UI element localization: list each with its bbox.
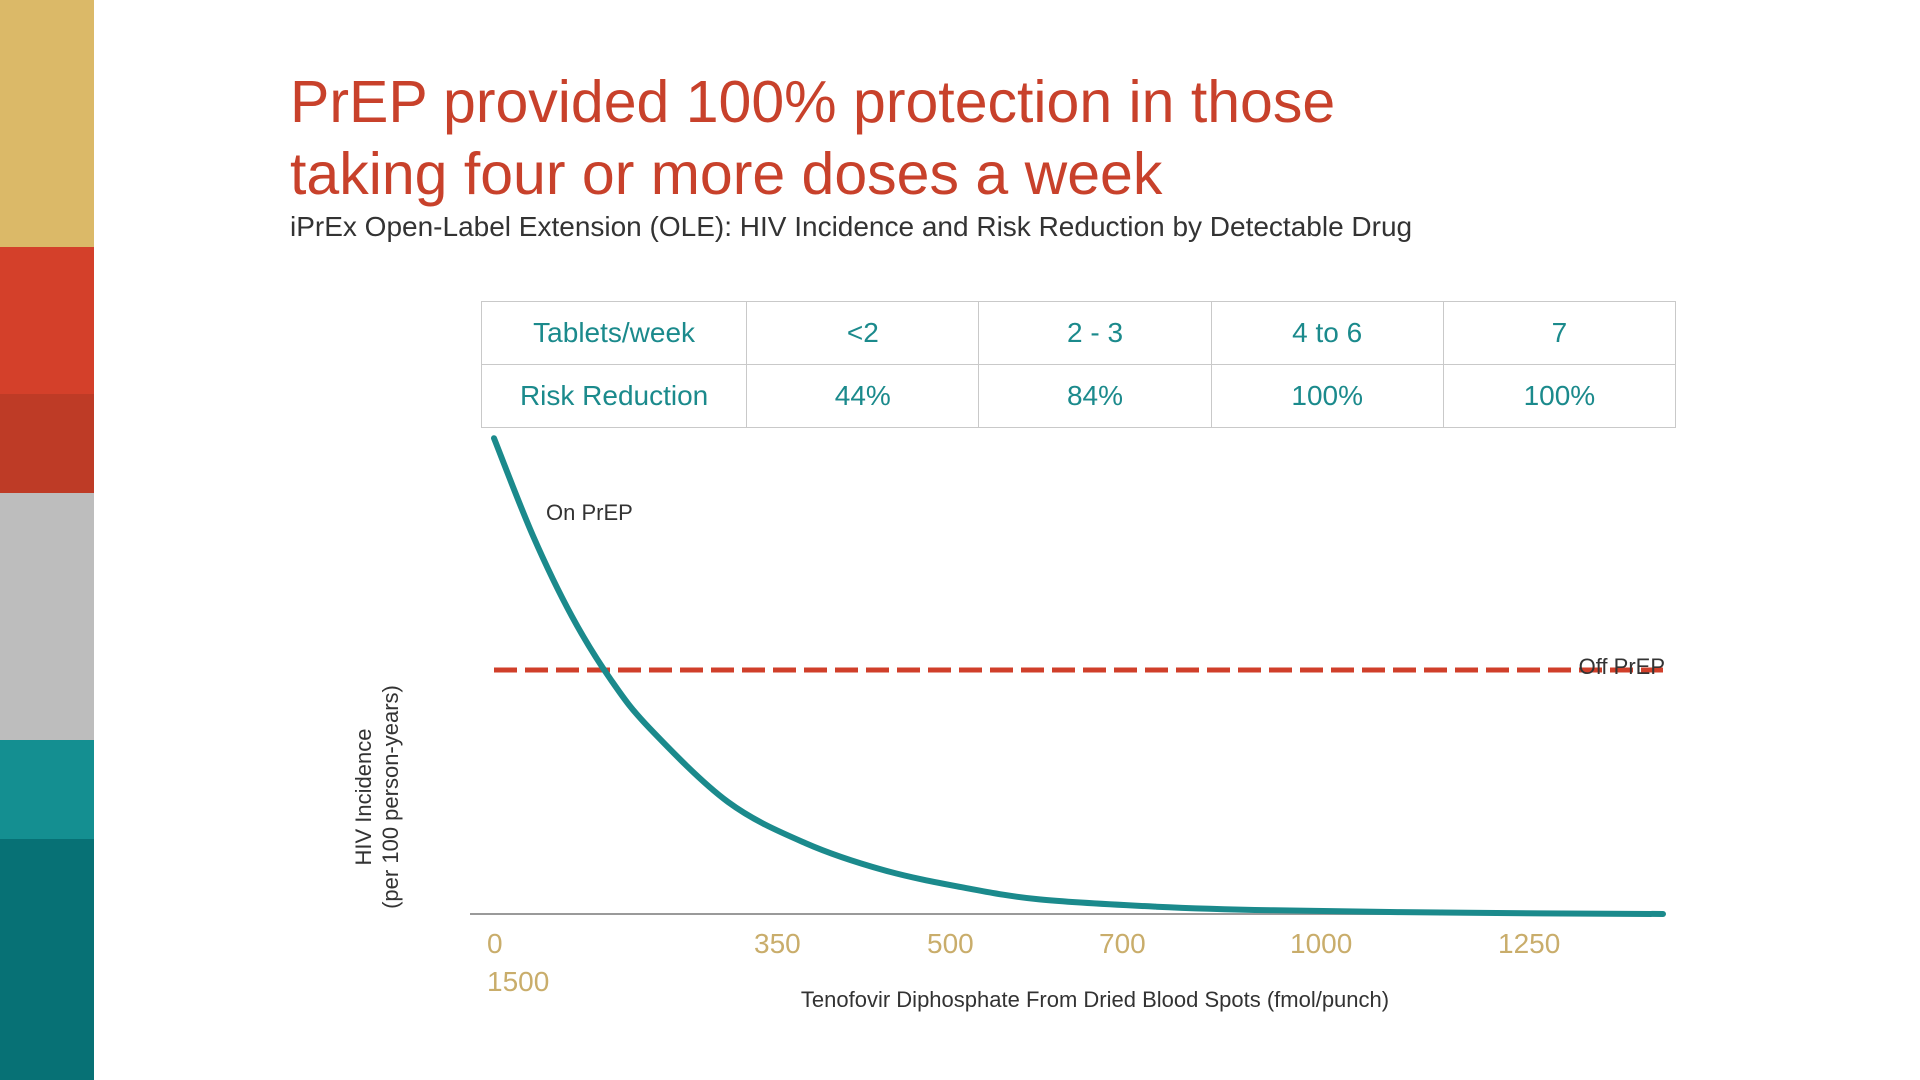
risk-reduction-table: Tablets/week <2 2 - 3 4 to 6 7 Risk Redu… (480, 301, 1677, 428)
x-axis-label: Tenofovir Diphosphate From Dried Blood S… (800, 987, 1390, 1012)
x-tick-label: 1250 (1498, 928, 1561, 959)
stripe-gray (0, 493, 94, 740)
table-cell: 84% (978, 364, 1212, 428)
stripe-dark-teal (0, 839, 94, 1080)
y-axis-label: HIV Incidence (per 100 person-years) (350, 685, 404, 909)
title-line-2: taking four or more doses a week (290, 141, 1163, 207)
on-prep-series-line (491, 435, 1666, 917)
x-tick-label: 0 (487, 928, 503, 959)
x-tick-label: 1500 (487, 966, 550, 997)
table-cell: Risk Reduction (480, 364, 748, 428)
table-cell: 100% (1210, 364, 1444, 428)
stripe-red (0, 247, 94, 394)
x-tick-label: 1000 (1290, 928, 1353, 959)
title-line-1: PrEP provided 100% protection in those (290, 69, 1336, 135)
table-cell: Tablets/week (480, 301, 748, 365)
x-tick-label: 700 (1099, 928, 1146, 959)
table-row-tablets: Tablets/week <2 2 - 3 4 to 6 7 (480, 301, 1677, 365)
off-prep-series-label: Off PrEP (1579, 654, 1665, 679)
stripe-gold (0, 0, 94, 247)
stripe-teal (0, 740, 94, 839)
table-row-risk-reduction: Risk Reduction 44% 84% 100% 100% (480, 364, 1677, 428)
table-cell: 4 to 6 (1210, 301, 1444, 365)
on-prep-series-label: On PrEP (546, 500, 633, 525)
stripe-dark-red (0, 394, 94, 493)
table-cell: 7 (1442, 301, 1677, 365)
decorative-color-stripes (0, 0, 94, 1080)
y-axis-label-line-1: HIV Incidence (351, 728, 376, 866)
page-subtitle: iPrEx Open-Label Extension (OLE): HIV In… (290, 211, 1413, 242)
table-cell: <2 (746, 301, 980, 365)
page-title: PrEP provided 100% protection in those t… (290, 66, 1335, 210)
table-cell: 100% (1442, 364, 1677, 428)
x-tick-label: 350 (754, 928, 801, 959)
y-axis-label-line-2: (per 100 person-years) (378, 685, 403, 909)
table-cell: 44% (746, 364, 980, 428)
table-cell: 2 - 3 (978, 301, 1212, 365)
x-tick-label: 500 (927, 928, 974, 959)
